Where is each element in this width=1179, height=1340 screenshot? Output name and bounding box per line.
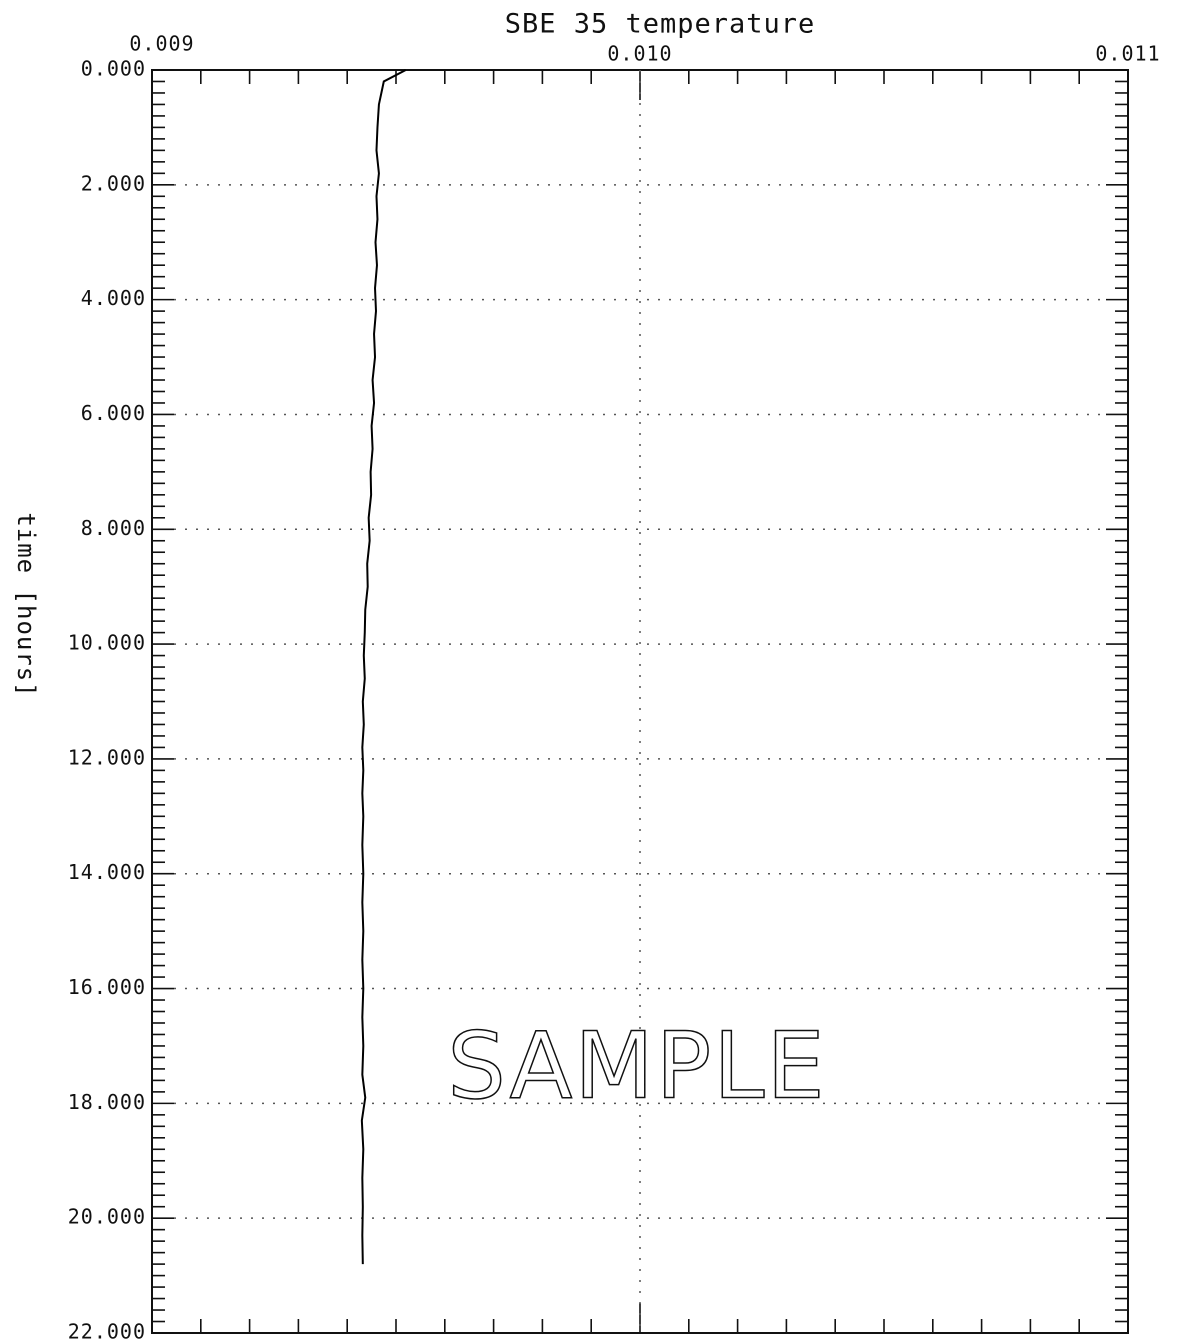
plot-frame [151,69,1129,1334]
y-tick-label: 18.000 [68,1090,146,1114]
y-tick-label: 14.000 [68,860,146,884]
y-tick-label: 20.000 [68,1205,146,1229]
y-tick-label: 22.000 [68,1320,146,1340]
data-line [360,69,407,1265]
x-tick-label: 0.011 [1095,42,1160,66]
y-tick-label: 4.000 [81,286,146,310]
y-tick-label: 8.000 [81,516,146,540]
y-axis-label: time [hours] [12,512,40,697]
y-tick-label: 10.000 [68,631,146,655]
watermark: SAMPLE [447,1012,826,1119]
y-tick-label: 2.000 [81,171,146,195]
chart-title: SBE 35 temperature [505,9,816,40]
y-tick-label: 6.000 [81,401,146,425]
x-tick-label: 0.009 [129,32,194,56]
y-tick-label: 12.000 [68,745,146,769]
y-tick-label: 0.000 [81,57,146,81]
x-tick-label: 0.010 [607,42,672,66]
y-tick-label: 16.000 [68,975,146,999]
